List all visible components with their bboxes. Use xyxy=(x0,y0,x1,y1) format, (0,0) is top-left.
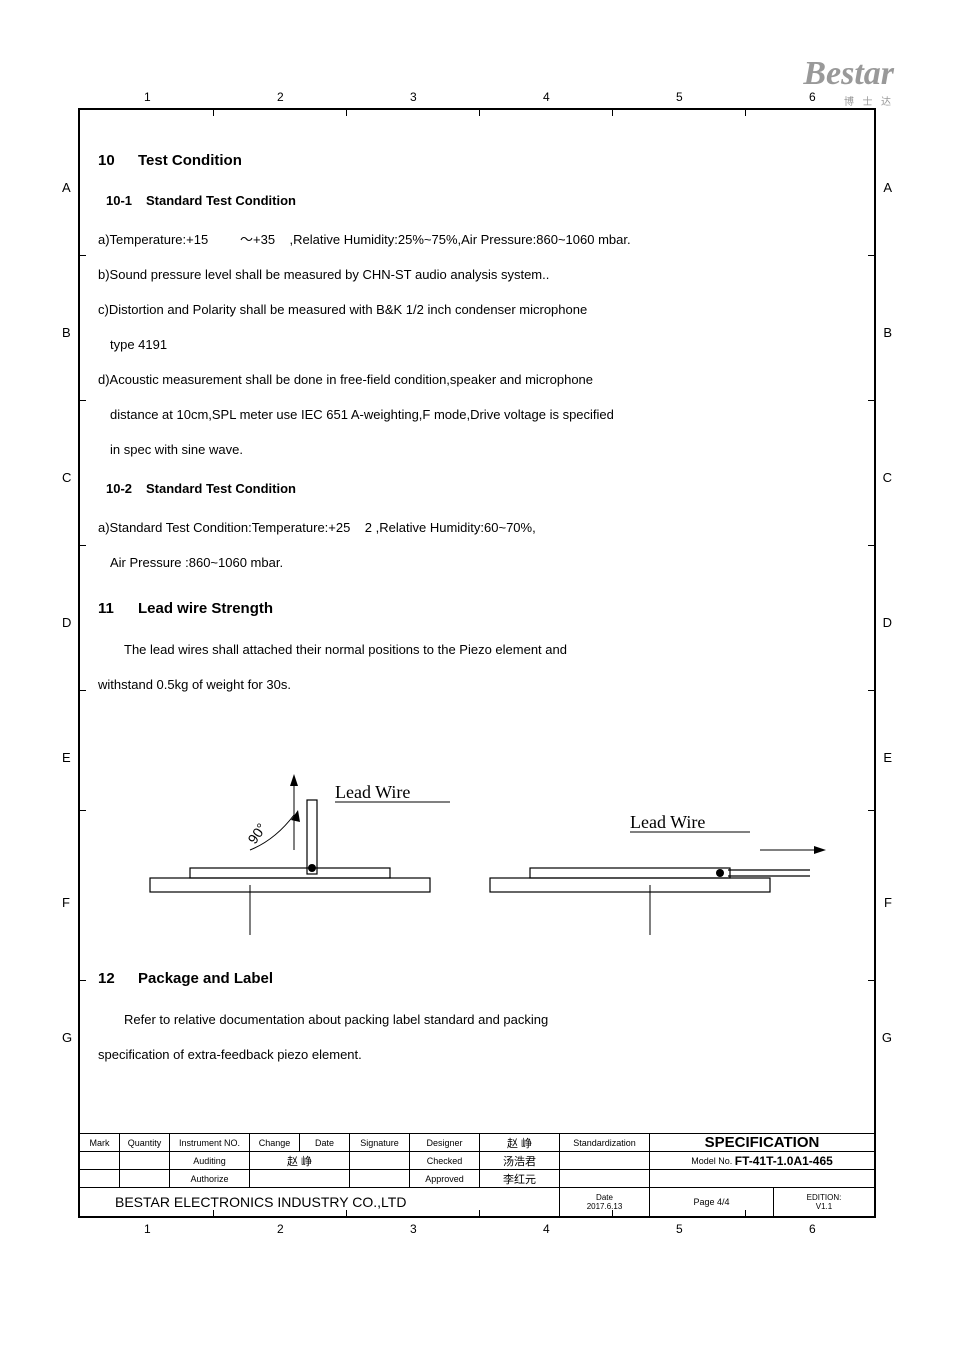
tick xyxy=(479,108,480,116)
tb-company: BESTAR ELECTRONICS INDUSTRY CO.,LTD xyxy=(80,1188,560,1216)
grid-letter: G xyxy=(62,1030,72,1045)
grid-letter: A xyxy=(62,180,71,195)
logo: Bestar 博 士 达 xyxy=(803,55,894,108)
grid-num: 6 xyxy=(809,90,816,104)
tick xyxy=(612,108,613,116)
tick xyxy=(868,400,876,401)
tick xyxy=(78,545,86,546)
tick xyxy=(78,400,86,401)
tb-checked-val: 汤浩君 xyxy=(480,1152,560,1170)
paragraph-line: type 4191 xyxy=(110,335,167,355)
tick xyxy=(346,108,347,116)
grid-num: 3 xyxy=(410,1222,417,1236)
tb-authorize: Authorize xyxy=(170,1170,250,1188)
tick xyxy=(868,810,876,811)
lead-wire-label: Lead Wire xyxy=(335,782,410,802)
tick xyxy=(78,810,86,811)
tb-spec: SPECIFICATION xyxy=(650,1134,874,1152)
subsection-title: Standard Test Condition xyxy=(146,481,296,496)
tick xyxy=(78,980,86,981)
angle-label: 90° xyxy=(244,820,269,847)
grid-letter: C xyxy=(62,470,71,485)
grid-num: 4 xyxy=(543,1222,550,1236)
drawing-sheet: 1 2 3 4 5 6 1 2 3 4 5 6 A B C D E F G A … xyxy=(78,108,876,1218)
logo-subtext: 博 士 达 xyxy=(803,93,894,108)
paragraph-line: The lead wires shall attached their norm… xyxy=(124,640,567,660)
tick xyxy=(78,255,86,256)
section-title: Package and Label xyxy=(138,970,273,987)
tb-instr: Instrument NO. xyxy=(170,1134,250,1152)
section-number: 12 xyxy=(98,970,115,987)
tb-auditing-val: 赵 峥 xyxy=(250,1152,350,1170)
paragraph-line: Refer to relative documentation about pa… xyxy=(124,1010,548,1030)
tb-qty: Quantity xyxy=(120,1134,170,1152)
grid-letter: D xyxy=(883,615,892,630)
tb-model-lbl: Model No. FT-41T-1.0A1-465 xyxy=(650,1152,874,1170)
grid-letter: C xyxy=(883,470,892,485)
paragraph-line: a)Temperature:+15 xyxy=(98,230,208,250)
grid-num: 2 xyxy=(277,90,284,104)
grid-letter: E xyxy=(883,750,892,765)
tb-designer-val: 赵 峥 xyxy=(480,1134,560,1152)
tick xyxy=(745,108,746,116)
tb-mark: Mark xyxy=(80,1134,120,1152)
grid-num: 6 xyxy=(809,1222,816,1236)
lead-wire-label: Lead Wire xyxy=(630,812,705,832)
section-title: Lead wire Strength xyxy=(138,600,273,617)
grid-letter: G xyxy=(882,1030,892,1045)
logo-text: Bestar xyxy=(803,55,894,92)
paragraph-line: distance at 10cm,SPL meter use IEC 651 A… xyxy=(110,405,614,425)
paragraph-line: d)Acoustic measurement shall be done in … xyxy=(98,370,593,390)
paragraph-line: withstand 0.5kg of weight for 30s. xyxy=(98,675,291,695)
paragraph-line: a)Standard Test Condition:Temperature:+2… xyxy=(98,518,536,538)
tb-auditing: Auditing xyxy=(170,1152,250,1170)
grid-letter: E xyxy=(62,750,71,765)
tb-std: Standardization xyxy=(560,1134,650,1152)
diagram-horizontal-pull: Lead Wire xyxy=(480,740,840,940)
title-block: Mark Quantity Instrument NO. Change Date… xyxy=(80,1133,874,1216)
grid-letter: F xyxy=(62,895,70,910)
diagram-vertical-pull: 90° Lead Wire xyxy=(140,740,480,940)
grid-letter: D xyxy=(62,615,71,630)
grid-num: 3 xyxy=(410,90,417,104)
subsection-number: 10-1 xyxy=(106,193,132,208)
subsection-title: Standard Test Condition xyxy=(146,193,296,208)
paragraph-line: specification of extra-feedback piezo el… xyxy=(98,1045,362,1065)
paragraph-line: Air Pressure :860~1060 mbar. xyxy=(110,553,283,573)
paragraph-line: in spec with sine wave. xyxy=(110,440,243,460)
paragraph-line: ～+35 ,Relative Humidity:25%~75%,Air Pres… xyxy=(240,230,631,250)
subsection-number: 10-2 xyxy=(106,481,132,496)
tick xyxy=(868,690,876,691)
grid-letter: B xyxy=(62,325,71,340)
tb-designer: Designer xyxy=(410,1134,480,1152)
tick xyxy=(78,690,86,691)
paragraph-line: c)Distortion and Polarity shall be measu… xyxy=(98,300,587,320)
tick xyxy=(213,108,214,116)
section-number: 11 xyxy=(98,600,114,617)
grid-num: 1 xyxy=(144,1222,151,1236)
grid-num: 5 xyxy=(676,1222,683,1236)
grid-num: 5 xyxy=(676,90,683,104)
tb-change: Change xyxy=(250,1134,300,1152)
tick xyxy=(868,980,876,981)
tb-date: Date xyxy=(300,1134,350,1152)
section-title: Test Condition xyxy=(138,152,242,169)
grid-letter: A xyxy=(883,180,892,195)
tick xyxy=(868,545,876,546)
grid-num: 1 xyxy=(144,90,151,104)
grid-num: 2 xyxy=(277,1222,284,1236)
paragraph-line: b)Sound pressure level shall be measured… xyxy=(98,265,549,285)
tb-approved-val: 李红元 xyxy=(480,1170,560,1188)
grid-letter: F xyxy=(884,895,892,910)
grid-letter: B xyxy=(883,325,892,340)
grid-num: 4 xyxy=(543,90,550,104)
tick xyxy=(868,255,876,256)
tb-sig: Signature xyxy=(350,1134,410,1152)
section-number: 10 xyxy=(98,152,115,169)
